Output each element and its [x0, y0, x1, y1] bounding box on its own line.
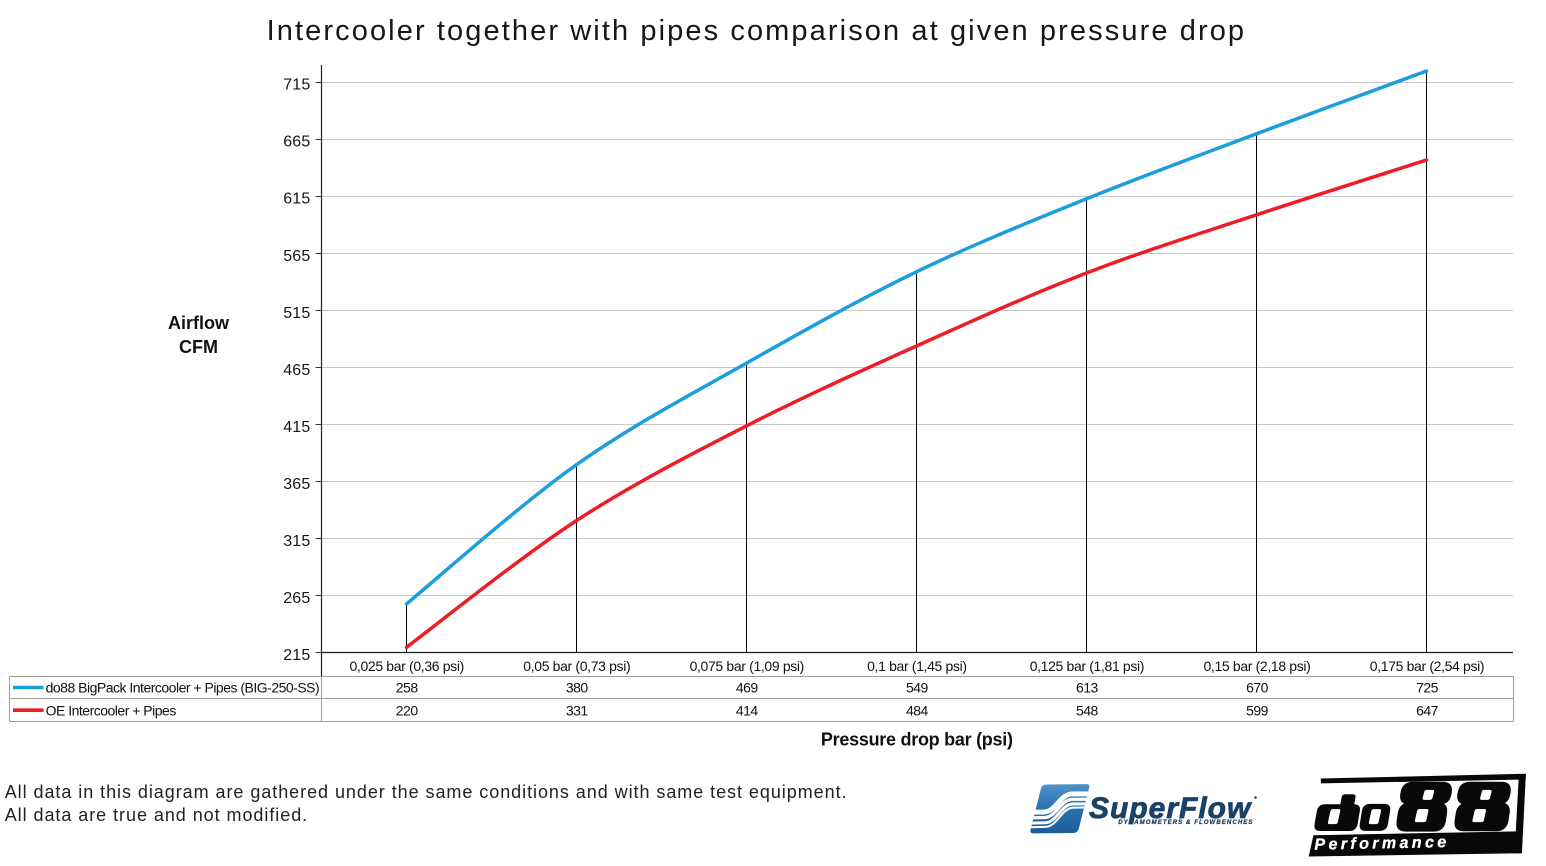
- svg-text:615: 615: [283, 191, 310, 208]
- svg-text:380: 380: [566, 680, 589, 696]
- svg-text:670: 670: [1246, 680, 1269, 696]
- svg-text:265: 265: [283, 590, 310, 607]
- svg-text:CFM: CFM: [179, 337, 218, 357]
- svg-text:414: 414: [736, 702, 759, 718]
- svg-text:647: 647: [1416, 702, 1439, 718]
- svg-text:All data in this diagram are g: All data in this diagram are gathered un…: [5, 782, 848, 802]
- svg-text:Performance: Performance: [1314, 834, 1450, 854]
- svg-text:331: 331: [566, 702, 589, 718]
- svg-text:465: 465: [283, 362, 310, 379]
- svg-text:515: 515: [283, 305, 310, 322]
- svg-text:0,15 bar (2,18 psi): 0,15 bar (2,18 psi): [1204, 658, 1311, 674]
- svg-text:258: 258: [396, 680, 419, 696]
- svg-text:DYNAMOMETERS & FLOWBENCHES: DYNAMOMETERS & FLOWBENCHES: [1118, 819, 1253, 826]
- svg-text:0,1 bar (1,45 psi): 0,1 bar (1,45 psi): [867, 658, 967, 674]
- svg-text:549: 549: [906, 680, 929, 696]
- svg-text:0,175 bar (2,54 psi): 0,175 bar (2,54 psi): [1370, 658, 1484, 674]
- svg-text:315: 315: [283, 533, 310, 550]
- svg-text:613: 613: [1076, 680, 1099, 696]
- svg-text:SuperFlow: SuperFlow: [1089, 792, 1252, 825]
- svg-text:725: 725: [1416, 680, 1439, 696]
- svg-text:0,125 bar (1,81 psi): 0,125 bar (1,81 psi): [1030, 658, 1144, 674]
- svg-text:715: 715: [283, 77, 310, 94]
- svg-text:OE Intercooler + Pipes: OE Intercooler + Pipes: [46, 702, 177, 718]
- svg-text:565: 565: [283, 248, 310, 265]
- svg-text:0,05 bar (0,73 psi): 0,05 bar (0,73 psi): [523, 658, 630, 674]
- svg-text:469: 469: [736, 680, 759, 696]
- svg-text:Intercooler together with pipe: Intercooler together with pipes comparis…: [267, 15, 1247, 47]
- svg-text:All data are true and not modi: All data are true and not modified.: [5, 805, 308, 825]
- svg-text:665: 665: [283, 134, 310, 151]
- svg-text:0,025 bar (0,36 psi): 0,025 bar (0,36 psi): [349, 658, 463, 674]
- svg-text:220: 220: [396, 702, 419, 718]
- svg-text:do88 BigPack Intercooler + Pip: do88 BigPack Intercooler + Pipes (BIG-25…: [46, 680, 320, 696]
- svg-text:Airflow: Airflow: [168, 313, 230, 333]
- svg-text:0,075 bar (1,09 psi): 0,075 bar (1,09 psi): [690, 658, 804, 674]
- svg-text:599: 599: [1246, 702, 1269, 718]
- svg-text:215: 215: [283, 647, 310, 664]
- svg-text:415: 415: [283, 419, 310, 436]
- svg-text:365: 365: [283, 476, 310, 493]
- svg-text:Pressure drop bar (psi): Pressure drop bar (psi): [821, 729, 1013, 749]
- svg-text:484: 484: [906, 702, 929, 718]
- svg-text:548: 548: [1076, 702, 1099, 718]
